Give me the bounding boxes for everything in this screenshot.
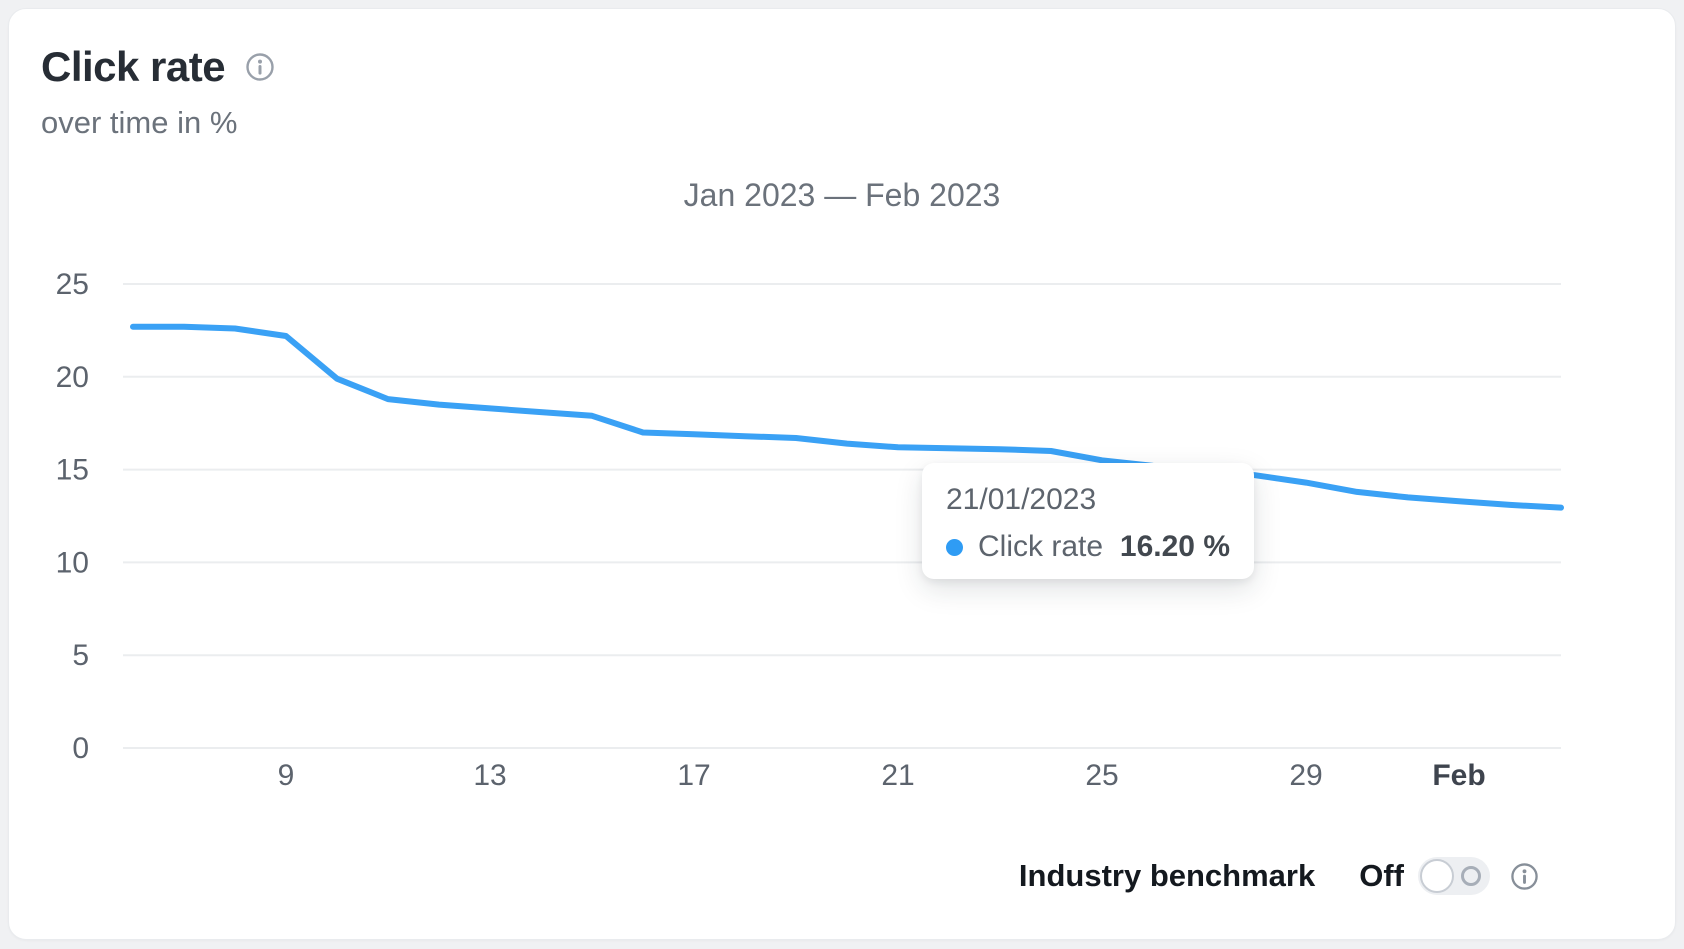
industry-benchmark-state: Off [1359, 858, 1404, 893]
industry-benchmark-label: Industry benchmark [1018, 858, 1316, 893]
click-rate-info-icon[interactable] [245, 52, 275, 82]
y-axis-label: 5 [72, 639, 89, 672]
card-header: Click rate over time in % [41, 43, 275, 141]
toggle-off-ring-icon [1461, 866, 1481, 886]
x-axis-label: Feb [1432, 759, 1485, 792]
x-axis-label: 17 [677, 759, 710, 792]
industry-benchmark-toggle[interactable] [1418, 857, 1490, 895]
chart-period-title: Jan 2023 — Feb 2023 [683, 177, 1001, 213]
chart-subtitle: over time in % [41, 105, 238, 140]
click-rate-series-line [130, 323, 1564, 511]
x-axis-label: 9 [278, 759, 295, 792]
tooltip-series-label: Click rate [978, 530, 1104, 563]
toggle-knob [1420, 859, 1454, 893]
benchmark-info-icon[interactable] [1510, 862, 1539, 891]
legend-dot-icon [946, 538, 963, 556]
chart-tooltip: 21/01/2023 Click rate 16.20 % [922, 463, 1254, 579]
x-axis-label: 21 [881, 759, 914, 792]
tooltip-value: 16.20 % [1119, 530, 1230, 563]
y-axis-label: 10 [56, 546, 89, 579]
x-axis-label: 25 [1085, 759, 1118, 792]
tooltip-date: 21/01/2023 [946, 483, 1097, 516]
click-rate-card: Click rate over time in % Jan 2023 — Feb… [8, 8, 1676, 940]
y-axis-label: 25 [56, 268, 89, 301]
y-axis-label: 20 [56, 361, 89, 394]
x-axis-label: 13 [473, 759, 506, 792]
y-axis-label: 0 [72, 732, 89, 765]
page-title: Click rate [41, 43, 226, 90]
industry-benchmark-row: Industry benchmark Off [1019, 854, 1539, 898]
y-axis-label: 15 [56, 454, 89, 487]
x-axis-label: 29 [1289, 759, 1322, 792]
